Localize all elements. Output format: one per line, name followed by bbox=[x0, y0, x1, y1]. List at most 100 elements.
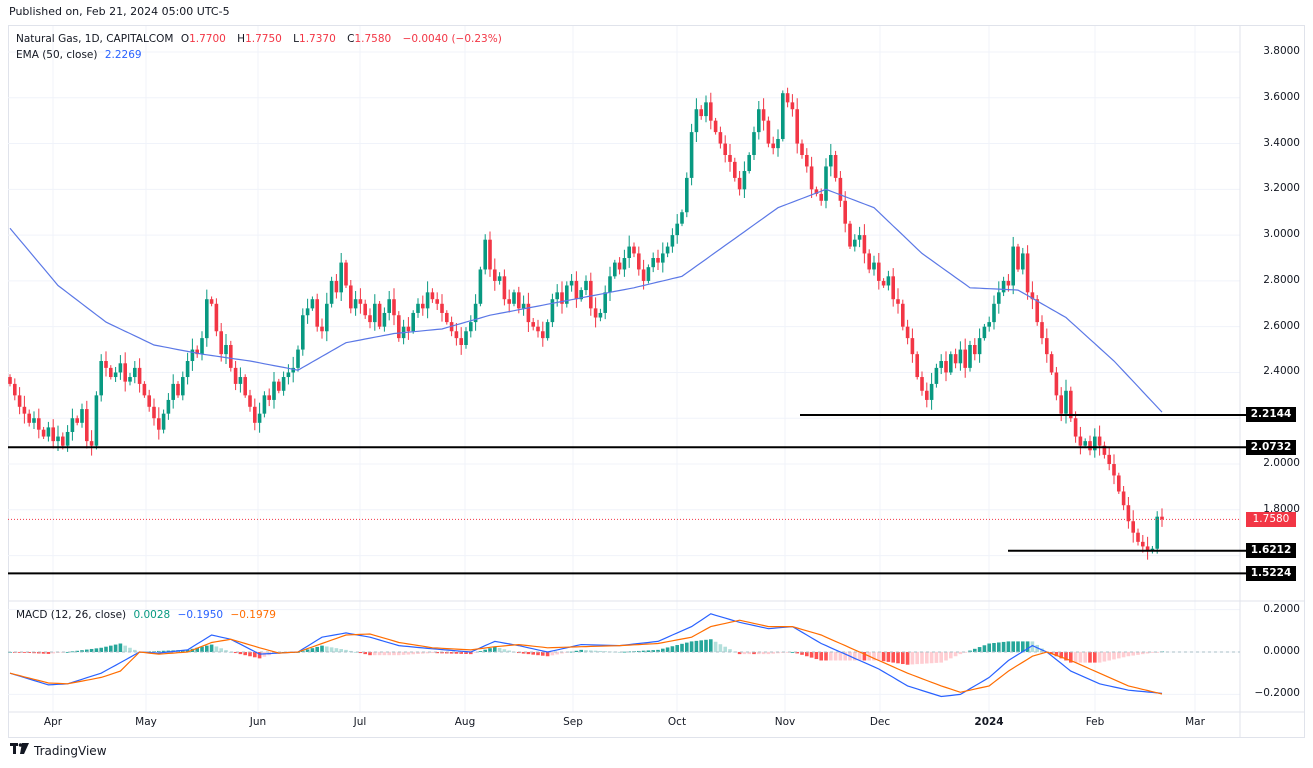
candle-body bbox=[329, 280, 334, 304]
candle-body bbox=[598, 312, 603, 318]
candle-body bbox=[785, 93, 790, 103]
macd-histogram-bar bbox=[243, 652, 247, 656]
candle-body bbox=[411, 312, 415, 332]
macd-histogram-bar bbox=[75, 650, 79, 652]
candle-body bbox=[1136, 532, 1140, 542]
candle-body bbox=[214, 303, 219, 332]
candle-body bbox=[824, 166, 828, 201]
macd-histogram-bar bbox=[17, 652, 22, 653]
candle-body bbox=[953, 354, 958, 364]
candle-body bbox=[857, 235, 862, 240]
candle-body bbox=[517, 292, 521, 309]
macd-histogram-bar bbox=[253, 652, 257, 658]
candle-body bbox=[70, 418, 75, 432]
macd-histogram-bar bbox=[315, 646, 319, 652]
macd-histogram-bar bbox=[430, 652, 435, 654]
macd-histogram-bar bbox=[881, 652, 886, 662]
candle-body bbox=[440, 303, 444, 313]
candle-body bbox=[699, 109, 703, 117]
macd-histogram-bar bbox=[910, 652, 915, 665]
tradingview-brand: TradingView bbox=[34, 744, 107, 758]
candle-body bbox=[536, 326, 540, 332]
candle-body bbox=[104, 361, 108, 368]
candle-body bbox=[478, 269, 483, 304]
candle-body bbox=[205, 299, 209, 339]
candle-body bbox=[507, 299, 511, 304]
macd-histogram-bar bbox=[89, 648, 94, 652]
macd-histogram-bar bbox=[411, 652, 415, 655]
macd-histogram-bar bbox=[545, 652, 550, 657]
macd-histogram-bar bbox=[224, 650, 228, 652]
candle-body bbox=[483, 239, 487, 270]
macd-histogram-bar bbox=[637, 650, 641, 652]
candle-body bbox=[1035, 299, 1039, 323]
open-value: 1.7700 bbox=[189, 33, 226, 45]
macd-histogram-bar bbox=[1049, 652, 1054, 655]
macd-histogram-bar bbox=[22, 652, 27, 653]
candle-body bbox=[761, 109, 766, 121]
macd-histogram-bar bbox=[1083, 652, 1087, 663]
candle-body bbox=[560, 292, 564, 304]
macd-line bbox=[9, 613, 1163, 698]
candle-body bbox=[190, 349, 195, 362]
macd-histogram-bar bbox=[488, 648, 492, 652]
macd-histogram-bar bbox=[757, 652, 761, 655]
candle-body bbox=[886, 276, 891, 286]
candle-body bbox=[89, 441, 94, 446]
candle-body bbox=[694, 109, 699, 133]
macd-histogram-bar bbox=[953, 652, 958, 657]
macd-histogram-bar bbox=[689, 641, 694, 652]
macd-histogram-bar bbox=[349, 650, 353, 652]
price-axis-label: 3.0000 bbox=[1263, 228, 1300, 241]
candle-body bbox=[1126, 505, 1131, 522]
candle-body bbox=[1049, 354, 1054, 373]
macd-histogram-bar bbox=[416, 652, 420, 654]
macd-histogram-bar bbox=[387, 652, 391, 656]
macd-histogram-bar bbox=[598, 650, 603, 652]
macd-histogram-bar bbox=[205, 645, 209, 652]
macd-histogram-bar bbox=[248, 652, 252, 657]
ema-50-line bbox=[9, 188, 1163, 413]
macd-histogram-bar bbox=[94, 648, 99, 652]
macd-histogram-bar bbox=[929, 652, 934, 664]
macd-histogram-bar bbox=[1117, 652, 1121, 659]
ema-legend: EMA (50, close) 2.2269 bbox=[16, 49, 146, 61]
candle-body bbox=[493, 269, 497, 281]
candle-body bbox=[94, 395, 99, 446]
candle-body bbox=[685, 177, 689, 213]
time-axis-label: Mar bbox=[1185, 716, 1205, 728]
macd-histogram-bar bbox=[949, 652, 953, 659]
macd-histogram-bar bbox=[1155, 652, 1159, 653]
macd-histogram-bar bbox=[646, 650, 651, 652]
macd-histogram-bar bbox=[478, 651, 483, 652]
macd-histogram-bar bbox=[982, 645, 987, 652]
candle-body bbox=[805, 155, 809, 167]
candle-body bbox=[176, 383, 180, 396]
candle-body bbox=[469, 322, 473, 332]
macd-histogram-bar bbox=[109, 645, 113, 652]
candle-body bbox=[171, 383, 175, 400]
candle-body bbox=[51, 427, 55, 442]
candle-body bbox=[1025, 253, 1030, 293]
candle-body bbox=[113, 372, 118, 378]
macd-histogram-bar bbox=[541, 652, 545, 656]
macd-histogram-bar bbox=[1150, 652, 1155, 653]
time-axis-label: Nov bbox=[774, 716, 796, 728]
macd-histogram-bar bbox=[320, 645, 324, 652]
macd-histogram-bar bbox=[502, 649, 507, 652]
macd-histogram-bar bbox=[41, 652, 46, 654]
candle-body bbox=[675, 223, 679, 236]
macd-histogram-bar bbox=[118, 643, 123, 652]
macd-histogram-bar bbox=[37, 652, 41, 654]
candle-body bbox=[344, 262, 348, 286]
macd-histogram-bar bbox=[944, 652, 948, 661]
macd-histogram-bar bbox=[421, 652, 425, 654]
candle-body bbox=[248, 395, 252, 407]
tradingview-footer[interactable]: TradingView bbox=[10, 743, 107, 759]
macd-histogram-bar bbox=[963, 652, 967, 653]
candle-body bbox=[99, 361, 103, 396]
macd-histogram-bar bbox=[1059, 652, 1063, 659]
candle-body bbox=[997, 292, 1001, 304]
macd-histogram-bar bbox=[934, 652, 939, 663]
